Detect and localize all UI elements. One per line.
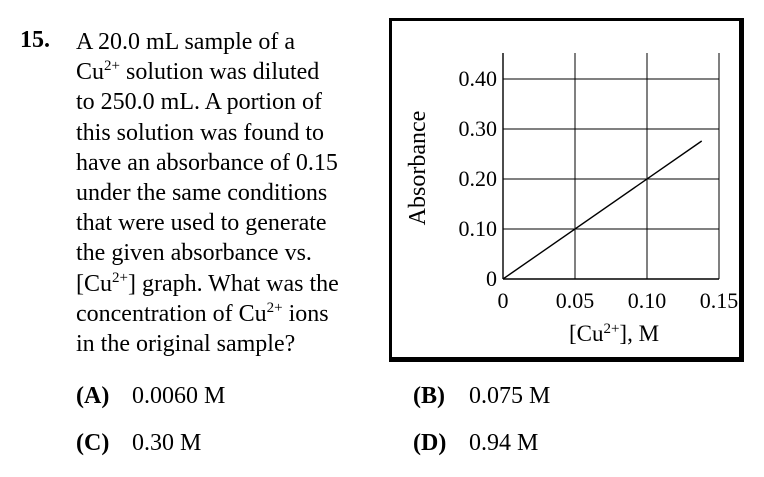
- question-text: have an absorbance of 0.15: [76, 149, 338, 176]
- question-text: concentration of Cu: [76, 300, 267, 327]
- choice-letter: (A): [76, 383, 110, 409]
- question-text: that were used to generate: [76, 210, 327, 237]
- question-line: Cu2+ solution was diluted: [76, 57, 396, 87]
- choice-text: 0.0060 M: [132, 383, 226, 409]
- question-text: ions: [282, 300, 329, 327]
- question-line: [Cu2+] graph. What was the: [76, 269, 396, 299]
- y-tick-label: 0.40: [459, 66, 498, 91]
- question-stem: A 20.0 mL sample of a Cu2+ solution was d…: [76, 27, 396, 359]
- question-text: this solution was found to: [76, 119, 325, 146]
- question-line: have an absorbance of 0.15: [76, 148, 396, 178]
- x-tick-label: 0: [498, 288, 509, 313]
- answer-choice-c[interactable]: (C) 0.30 M: [76, 430, 201, 457]
- question-text: solution was diluted: [119, 59, 320, 86]
- question-text: ] graph. What was the: [127, 270, 339, 297]
- question-line: concentration of Cu2+ ions: [76, 299, 396, 329]
- answer-choice-d[interactable]: (D) 0.94 M: [413, 430, 538, 457]
- series-line: [502, 140, 703, 280]
- choice-letter: (C): [76, 430, 110, 456]
- question-line: this solution was found to: [76, 118, 396, 148]
- choice-text: 0.94 M: [469, 430, 539, 456]
- answer-choice-b[interactable]: (B) 0.075 M: [413, 383, 550, 410]
- x-tick-label: 0.10: [628, 288, 667, 313]
- superscript: 2+: [266, 299, 283, 316]
- x-tick-label: 0.15: [700, 288, 739, 313]
- question-line: the given absorbance vs.: [76, 238, 396, 268]
- y-axis-label: Absorbance: [405, 111, 431, 226]
- question-line: that were used to generate: [76, 208, 396, 238]
- answer-choice-a[interactable]: (A) 0.0060 M: [76, 383, 225, 410]
- choice-text: 0.075 M: [469, 383, 551, 409]
- question-text: A 20.0 mL sample of a: [76, 29, 296, 55]
- x-tick-label: 0.05: [556, 288, 595, 313]
- question-text: Cu: [76, 59, 105, 86]
- question-line: to 250.0 mL. A portion of: [76, 87, 396, 117]
- choice-letter: (B): [413, 383, 445, 409]
- y-tick-label: 0.30: [459, 116, 498, 141]
- y-tick-label: 0.10: [459, 216, 498, 241]
- superscript: 2+: [104, 58, 120, 75]
- question-line: in the original sample?: [76, 329, 396, 359]
- chart-frame: 0 0.10 0.20 0.30 0.40 0 0.05 0.10 0.15 Absorbance…: [389, 18, 744, 362]
- x-axis-label: [Cu2+], M: [569, 321, 659, 346]
- question-text: [Cu: [76, 270, 112, 297]
- question-text: in the original sample?: [76, 331, 296, 358]
- question-text: to 250.0 mL. A portion of: [76, 89, 322, 116]
- x-axis-label-tail: ], M: [619, 321, 659, 346]
- y-tick-label: 0.20: [459, 166, 498, 191]
- question-number: 15.: [20, 27, 50, 53]
- question-line: A 20.0 mL sample of a: [76, 27, 396, 57]
- question-line: under the same conditions: [76, 178, 396, 208]
- absorbance-chart: 0 0.10 0.20 0.30 0.40 0 0.05 0.10 0.15 Absorbance…: [405, 53, 739, 346]
- question-text: the given absorbance vs.: [76, 240, 312, 267]
- question-text: under the same conditions: [76, 180, 328, 207]
- choice-text: 0.30 M: [132, 430, 202, 456]
- y-tick-label: 0: [486, 266, 497, 291]
- superscript: 2+: [112, 269, 128, 286]
- choice-letter: (D): [413, 430, 447, 456]
- x-axis-label-base: [Cu: [569, 321, 604, 346]
- x-axis-label-sup: 2+: [603, 321, 619, 337]
